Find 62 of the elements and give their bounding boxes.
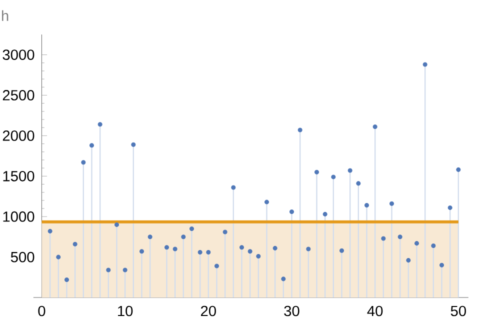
point [72,242,78,246]
point [164,245,170,250]
point [364,203,370,208]
point [422,62,428,67]
point [439,262,444,268]
point [214,264,220,268]
point [272,246,278,250]
point [448,205,452,210]
point [289,209,294,214]
point [306,246,311,252]
point [314,170,320,174]
x-tick-label: 50 [450,306,466,316]
point [206,250,211,254]
point [56,254,61,260]
y-tick-label: 2000 [2,130,34,141]
point [139,249,144,254]
point [122,268,128,272]
point [181,234,186,240]
point [106,268,111,272]
point [256,254,261,259]
point [248,249,252,254]
point [389,201,394,206]
point [356,181,361,186]
point [339,248,344,253]
point [264,200,270,204]
x-tick-label: 0 [38,306,46,316]
point [406,258,411,263]
point [239,245,244,250]
point [64,277,69,282]
point [131,142,136,147]
point [414,241,420,246]
point [114,222,120,227]
point [372,124,378,130]
point [398,234,402,240]
x-tick-label: 40 [367,306,383,316]
y-tick-label: 1500 [3,170,34,182]
point [348,168,352,173]
point [89,143,94,148]
point [198,250,202,254]
point [98,122,102,127]
point [148,234,152,240]
y-axis-title: h [2,10,8,21]
y-tick-label: 3000 [2,50,34,60]
point [456,167,461,172]
point [48,228,52,234]
y-tick-label: 1000 [3,211,34,222]
point [281,276,286,282]
point [431,243,436,248]
x-tick-label: 20 [200,306,216,316]
point [172,246,178,252]
x-tick-label: 30 [284,306,300,316]
x-tick-label: 10 [118,306,133,316]
y-tick-label: 2500 [2,90,34,100]
point [298,128,302,132]
point [231,185,236,190]
point [331,174,336,180]
point [381,236,386,241]
point [222,230,228,234]
y-tick-label: 500 [10,252,34,262]
point [81,160,86,165]
point [189,226,194,232]
point [322,212,328,216]
